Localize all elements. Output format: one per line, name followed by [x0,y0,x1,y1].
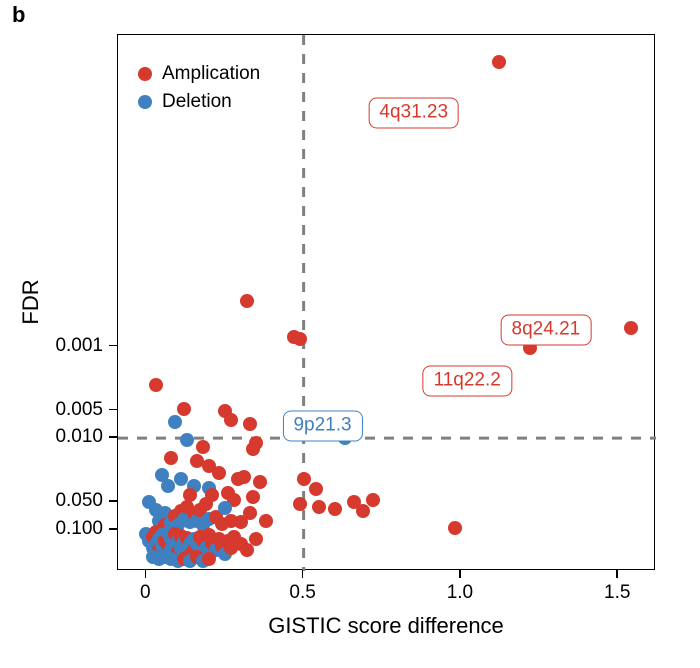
annotation-label: 9p21.3 [282,411,362,442]
data-point [253,475,267,489]
legend: Amplication Deletion [138,63,260,119]
data-point [224,413,238,427]
y-tick [109,409,117,411]
data-point [246,490,260,504]
y-tick-label: 0.001 [55,335,103,357]
x-axis-title: GISTIC score difference [268,613,504,639]
x-tick-label: 0.5 [289,582,315,604]
data-point [293,497,307,511]
data-point [149,378,163,392]
legend-dot-icon [138,67,152,81]
x-tick [145,570,147,578]
data-point [356,504,370,518]
data-point [624,321,638,335]
data-point [212,466,226,480]
legend-dot-icon [138,95,152,109]
data-point [199,497,213,511]
data-point [240,294,254,308]
scatter-plot: 4q31.23 8q24.21 11q22.2 9p21.3 Amplication De… [117,34,655,570]
x-tick [302,570,304,578]
annotation-label: 8q24.21 [501,315,592,346]
panel-label: b [12,2,25,28]
legend-item: Deletion [138,91,260,113]
data-point [164,451,178,465]
legend-item: Amplication [138,63,260,85]
x-tick-label: 1.0 [447,582,473,604]
data-point [287,330,301,344]
data-point [237,470,251,484]
y-tick-label: 0.100 [55,518,103,540]
data-point [243,506,257,520]
data-point [492,55,506,69]
data-point [180,433,194,447]
data-point [240,543,254,557]
annotation-label: 11q22.2 [423,366,512,397]
data-point [168,415,182,429]
data-point [309,482,323,496]
x-tick-label: 1.5 [604,582,630,604]
data-point [312,500,326,514]
data-point [202,552,216,566]
data-point [366,493,380,507]
y-tick-label: 0.010 [55,426,103,448]
data-point [243,417,257,431]
data-point [297,472,311,486]
data-point [246,442,260,456]
data-point [249,532,263,546]
data-point [161,479,175,493]
y-tick [109,500,117,502]
legend-label: Deletion [162,91,232,113]
y-axis-title: FDR [18,279,44,324]
annotation-label: 4q31.23 [368,97,459,128]
x-tick [616,570,618,578]
y-tick-label: 0.005 [55,399,103,421]
y-tick [109,528,117,530]
y-tick [109,345,117,347]
y-tick [109,436,117,438]
legend-label: Amplication [162,63,260,85]
y-tick-label: 0.050 [55,490,103,512]
x-tick [459,570,461,578]
data-point [448,521,462,535]
data-point [259,514,273,528]
data-point [196,440,210,454]
x-tick-label: 0 [140,582,151,604]
data-point [328,502,342,516]
data-point [177,402,191,416]
